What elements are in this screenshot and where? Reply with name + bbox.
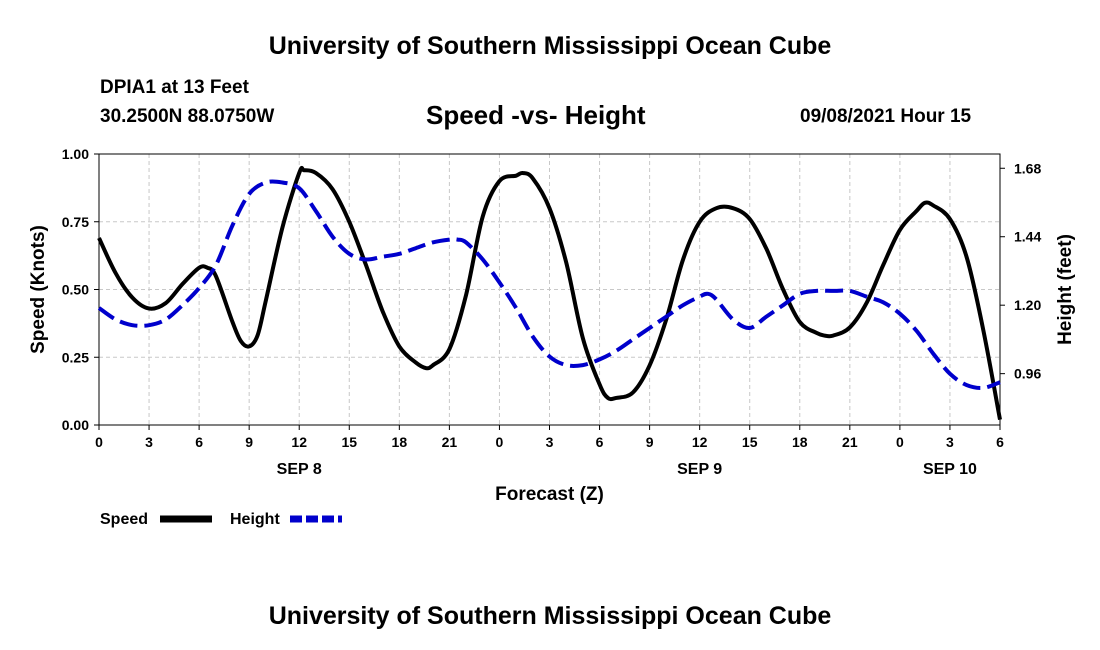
x-tick-label: 6	[195, 434, 203, 450]
x-tick-label: 9	[646, 434, 654, 450]
chart-title: Speed -vs- Height	[426, 100, 646, 130]
y2-axis-label: Height (feet)	[1055, 234, 1076, 345]
footer-title: University of Southern Mississippi Ocean…	[268, 602, 832, 630]
page-title: University of Southern Mississippi Ocean…	[268, 32, 832, 60]
series-line-height	[97, 179, 1001, 391]
y-tick-label: 1.00	[62, 146, 89, 162]
speed-height-chart: 0 3 6 9 12 15 18 21 0 3 6 9 12 15 18 21 0 3 6 0.00 0.25 0.50 0…	[28, 146, 1076, 528]
timestamp-label: 09/08/2021 Hour 15	[800, 106, 972, 127]
coordinates-label: 30.2500N 88.0750W	[100, 106, 275, 127]
grid-lines	[99, 154, 1000, 425]
x-tick-label: 3	[546, 434, 554, 450]
axis-ticks: 0 3 6 9 12 15 18 21 0 3 6 9 12 15 18 21 0 3 6 0.00 0.25 0.50 0…	[62, 146, 1042, 478]
legend-speed-label: Speed	[100, 511, 148, 528]
day-label: SEP 9	[677, 461, 722, 478]
x-tick-label: 15	[742, 434, 758, 450]
x-tick-label: 12	[291, 434, 307, 450]
x-tick-label: 9	[245, 434, 253, 450]
x-tick-label: 21	[842, 434, 858, 450]
y2-tick-label: 1.20	[1014, 297, 1041, 313]
station-label: DPIA1 at 13 Feet	[100, 77, 249, 98]
y-axis-label: Speed (Knots)	[28, 225, 49, 354]
x-tick-label: 21	[442, 434, 458, 450]
x-axis-label: Forecast (Z)	[495, 484, 604, 505]
x-tick-label: 0	[95, 434, 103, 450]
y-tick-label: 0.25	[62, 349, 89, 365]
y2-tick-label: 1.44	[1014, 229, 1041, 245]
y2-tick-label: 0.96	[1014, 366, 1041, 382]
series-layer	[97, 165, 1002, 420]
legend: Speed Height	[100, 511, 342, 528]
legend-height-label: Height	[230, 511, 280, 528]
y-tick-label: 0.00	[62, 417, 89, 433]
x-tick-label: 3	[946, 434, 954, 450]
x-tick-label: 3	[145, 434, 153, 450]
x-tick-label: 12	[692, 434, 708, 450]
x-tick-label: 0	[896, 434, 904, 450]
x-tick-label: 6	[996, 434, 1004, 450]
y2-tick-label: 1.68	[1014, 160, 1041, 176]
y-tick-label: 0.75	[62, 214, 89, 230]
x-tick-label: 6	[596, 434, 604, 450]
day-label: SEP 10	[923, 461, 977, 478]
x-tick-label: 18	[392, 434, 408, 450]
x-tick-label: 0	[496, 434, 504, 450]
day-label: SEP 8	[277, 461, 322, 478]
x-tick-label: 18	[792, 434, 808, 450]
series-line-speed	[97, 165, 1002, 420]
y-tick-label: 0.50	[62, 282, 89, 298]
x-tick-label: 15	[341, 434, 357, 450]
